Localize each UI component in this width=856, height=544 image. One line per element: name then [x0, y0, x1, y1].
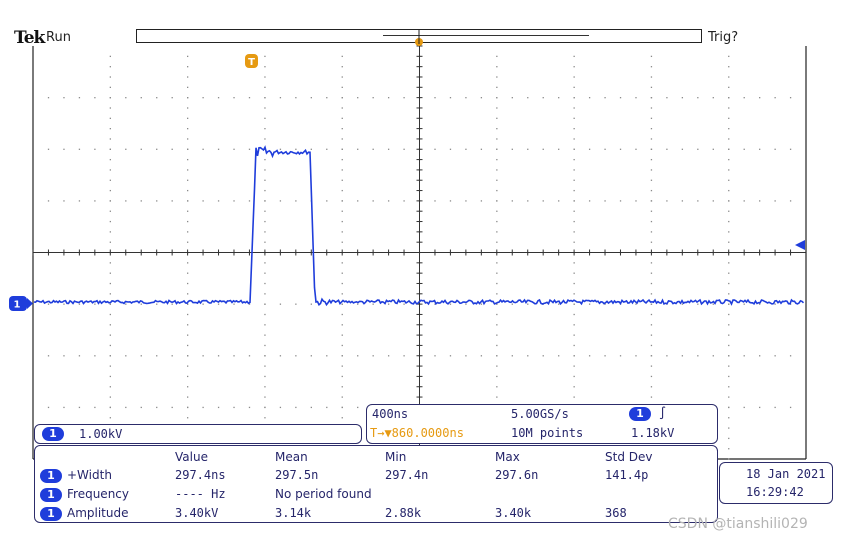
meas-row-3-value: 3.40kV	[175, 506, 219, 520]
time: 16:29:42	[746, 485, 804, 499]
meas-row-3-mean: 3.14k	[275, 506, 312, 520]
channel-1-scale: 1.00kV	[79, 427, 123, 441]
meas-row-2-note: No period found	[275, 487, 372, 501]
trigger-position: T→▼860.0000ns	[370, 426, 464, 440]
col-header-min: Min	[385, 450, 407, 464]
meas-row-1-value: 297.4ns	[175, 468, 226, 482]
measurement-panel: Value Mean Min Max Std Dev 1 +Width 297.…	[34, 445, 718, 523]
meas-row-2-badge: 1	[40, 488, 62, 502]
trigger-slope-icon: ∫	[659, 406, 667, 420]
meas-row-3-name[interactable]: Amplitude	[67, 506, 129, 520]
trigger-position-icon: T	[245, 54, 258, 68]
channel-1-scale-box[interactable]: 1 1.00kV	[34, 424, 362, 444]
meas-row-1-mean: 297.5n	[275, 468, 319, 482]
svg-text:1: 1	[14, 300, 21, 311]
channel-1-ground-marker: 1	[9, 296, 33, 311]
record-length: 10M points	[511, 426, 584, 440]
col-header-mean: Mean	[275, 450, 308, 464]
acquisition-status: Run	[46, 30, 71, 45]
meas-row-2-name[interactable]: Frequency	[67, 487, 129, 501]
time-per-division: 400ns	[372, 407, 409, 421]
meas-row-1-min: 297.4n	[385, 468, 429, 482]
trigger-source-badge: 1	[629, 407, 651, 421]
col-header-value: Value	[175, 450, 208, 464]
trigger-status: Trig?	[708, 30, 739, 45]
date: 18 Jan 2021	[746, 467, 826, 481]
channel-1-badge: 1	[42, 427, 64, 441]
meas-row-3-max: 3.40k	[495, 506, 532, 520]
svg-text:T: T	[248, 57, 255, 68]
trigger-level-arrow-icon	[795, 240, 805, 250]
meas-row-2-value: ---- Hz	[175, 487, 226, 501]
watermark: CSDN @tianshili029	[668, 516, 808, 532]
meas-row-3-stddev: 368	[605, 506, 627, 520]
meas-row-1-badge: 1	[40, 469, 62, 483]
trigger-level: 1.18kV	[631, 426, 675, 440]
meas-row-1-stddev: 141.4p	[605, 468, 649, 482]
col-header-max: Max	[495, 450, 520, 464]
graticule	[32, 45, 807, 460]
meas-row-3-badge: 1	[40, 507, 62, 521]
record-window	[383, 35, 589, 36]
meas-row-3-min: 2.88k	[385, 506, 422, 520]
datetime-box: 18 Jan 2021 16:29:42	[719, 462, 833, 504]
meas-row-1-max: 297.6n	[495, 468, 539, 482]
brand-logo: Tek	[14, 28, 45, 48]
col-header-stddev: Std Dev	[605, 450, 653, 464]
meas-row-1-name[interactable]: +Width	[67, 468, 112, 482]
channel-1-waveform	[33, 145, 805, 307]
sample-rate: 5.00GS/s	[511, 407, 569, 421]
timebase-box[interactable]: 400ns 5.00GS/s 1 ∫ T→▼860.0000ns 10M poi…	[366, 404, 718, 444]
